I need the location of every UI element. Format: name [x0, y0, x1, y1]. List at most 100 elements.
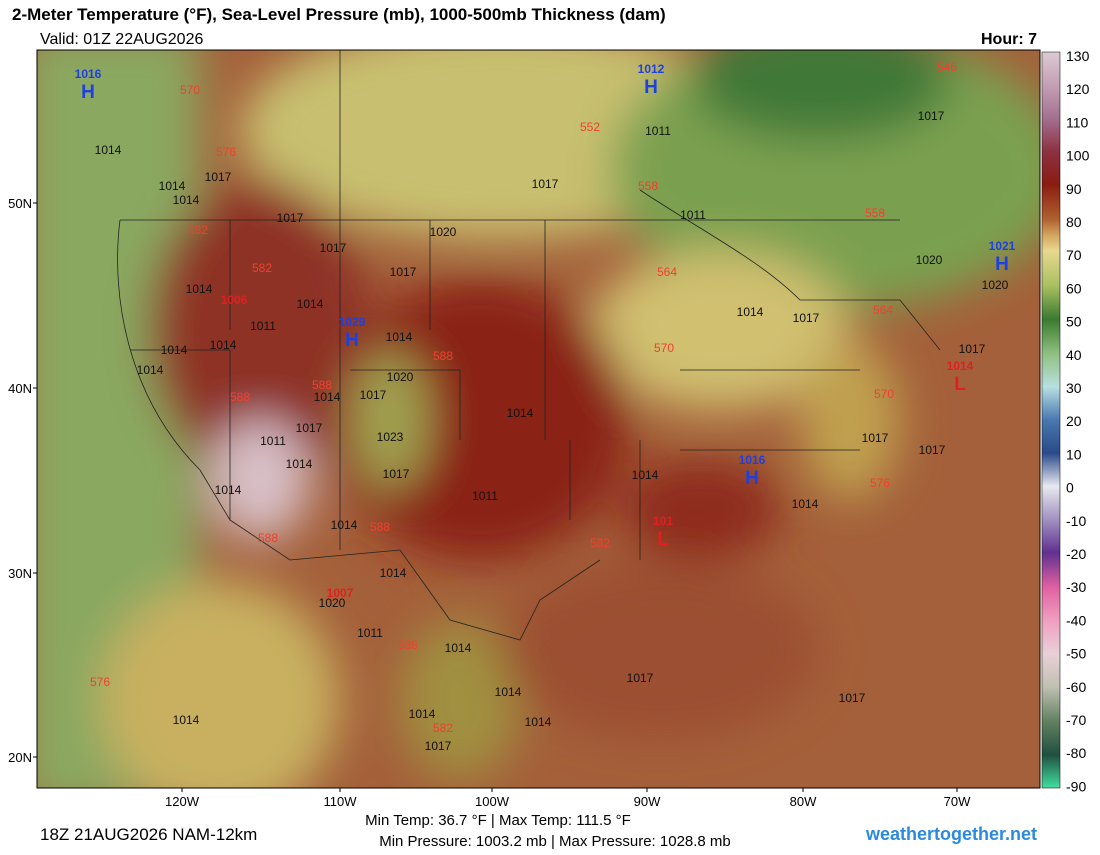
colorbar-label: -70 [1066, 712, 1086, 728]
isobar-label: 1014 [445, 641, 472, 655]
isobar-label: 1017 [839, 691, 866, 705]
pressure-range: Min Pressure: 1003.2 mb | Max Pressure: … [379, 833, 731, 850]
forecast-hour: Hour: 7 [981, 31, 1037, 48]
isobar-label: 1011 [250, 319, 276, 333]
pressure-center-value: 1016 [75, 67, 102, 81]
thickness-label: 570 [874, 387, 894, 401]
thickness-label: 588 [370, 520, 390, 534]
isobar-label: 1011 [680, 208, 706, 222]
isobar-label: 1011 [357, 626, 383, 640]
colorbar-label: -10 [1066, 513, 1086, 529]
isobar-label: 1014 [215, 483, 242, 497]
latitude-label: 40N [8, 381, 32, 396]
isobar-label: 1011 [645, 124, 671, 138]
isobar-label: 1017 [532, 177, 559, 191]
isobar-label: 1014 [173, 193, 200, 207]
isobar-label: 1017 [918, 109, 945, 123]
thickness-label: 570 [180, 83, 200, 97]
colorbar-label: 120 [1066, 81, 1090, 97]
colorbar-label: -30 [1066, 579, 1086, 595]
isobar-label: 1014 [173, 713, 200, 727]
thickness-label: 582 [590, 536, 610, 550]
thickness-label: 582 [188, 223, 208, 237]
colorbar-label: -80 [1066, 745, 1086, 761]
longitude-label: 100W [475, 794, 510, 809]
isobar-label: 1020 [916, 253, 943, 267]
isobar-label: 1020 [982, 278, 1009, 292]
thickness-label: 564 [657, 265, 677, 279]
map-field [37, 50, 1040, 788]
thickness-label: 582 [433, 721, 453, 735]
isobar-label: 1014 [159, 179, 186, 193]
pressure-center-value: 101 [653, 514, 673, 528]
colorbar-label: 130 [1066, 48, 1090, 64]
isobar-label: 1017 [320, 241, 347, 255]
isobar-label: 1017 [919, 443, 946, 457]
isobar-label: 1017 [296, 421, 323, 435]
isobar-label: 1014 [331, 518, 358, 532]
thickness-label: 582 [252, 261, 272, 275]
pressure-center-letter: H [81, 82, 95, 103]
isobar-label: 1017 [862, 431, 889, 445]
thickness-label: 588 [258, 531, 278, 545]
thickness-label: 588 [398, 638, 418, 652]
isobar-label: 1017 [425, 739, 452, 753]
model-run: 18Z 21AUG2026 NAM-12km [40, 825, 257, 844]
isobar-label: 1014 [409, 707, 436, 721]
colorbar-label: 10 [1066, 446, 1082, 462]
map-frame [36, 49, 1041, 789]
isobar-label: 1014 [286, 457, 313, 471]
site: weathertogether.net [865, 824, 1037, 844]
isobar-label: 1014 [314, 390, 341, 404]
pressure-center-letter: H [745, 468, 759, 489]
colorbar-label: 110 [1066, 114, 1089, 130]
isobar-label: 1014 [210, 338, 237, 352]
borders [117, 50, 941, 641]
isobar-label: 1014 [95, 143, 122, 157]
thickness-label: 552 [580, 120, 600, 134]
pressure-center-value: 1016 [739, 453, 766, 467]
isobar-label: 1014 [737, 305, 764, 319]
thickness-label: 558 [865, 206, 885, 220]
isobar-label: 1014 [792, 497, 819, 511]
isobar-label: 1020 [387, 370, 414, 384]
isobar-label: 1014 [186, 282, 213, 296]
isobar-label: 1023 [377, 430, 404, 444]
isobar-label: 1014 [380, 566, 407, 580]
colorbar-label: 40 [1066, 347, 1082, 363]
isobar-label: 1011 [472, 489, 498, 503]
isobar-label: 1014 [161, 343, 188, 357]
isobar-label: 1017 [383, 467, 410, 481]
longitude-label: 110W [324, 794, 358, 809]
pressure-center-letter: H [345, 330, 359, 351]
colorbar-label: 60 [1066, 280, 1082, 296]
isobar-label: 1014 [525, 715, 552, 729]
pressure-center-value: 1029 [339, 315, 366, 329]
colorbar-label: 100 [1066, 148, 1090, 164]
thickness-label: 564 [873, 303, 893, 317]
temp-range: Min Temp: 36.7 °F | Max Temp: 111.5 °F [365, 812, 631, 829]
isobar-label: 1017 [959, 342, 986, 356]
pressure-center-letter: H [995, 254, 1009, 275]
latitude-label: 50N [8, 196, 32, 211]
colorbar-label: -50 [1066, 646, 1086, 662]
isobar-label: 1014 [495, 685, 522, 699]
isobar-label: 1014 [632, 468, 659, 482]
title: 2-Meter Temperature (°F), Sea-Level Pres… [12, 5, 666, 24]
valid-time: Valid: 01Z 22AUG2026 [40, 31, 203, 48]
latitude-label: 30N [8, 566, 32, 581]
latitude-label: 20N [8, 750, 32, 765]
thickness-label: 576 [90, 675, 110, 689]
thickness-label: 570 [654, 341, 674, 355]
isobar-label: 1017 [793, 311, 820, 325]
colorbar [1041, 51, 1061, 789]
colorbar-label: -20 [1066, 546, 1086, 562]
colorbar-label: -90 [1066, 778, 1086, 794]
isobar-label: 1014 [386, 330, 413, 344]
isobar-label: 1014 [137, 363, 164, 377]
colorbar-label: 0 [1066, 480, 1074, 496]
thickness-label: 588 [312, 378, 332, 392]
low-label: 1007 [327, 586, 354, 600]
thickness-label: 588 [433, 349, 453, 363]
